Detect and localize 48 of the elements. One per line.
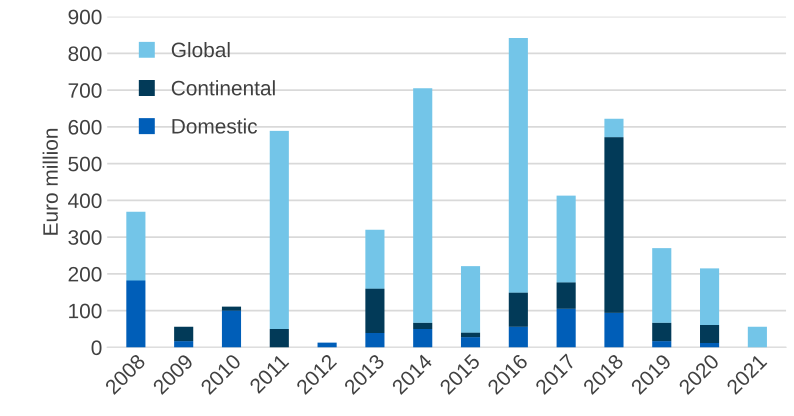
y-tick-label: 300 bbox=[68, 230, 102, 245]
y-tick-label: 900 bbox=[68, 10, 102, 24]
bar bbox=[508, 326, 528, 348]
bar bbox=[652, 248, 672, 323]
bar bbox=[460, 332, 480, 338]
bar bbox=[365, 333, 384, 348]
bar bbox=[413, 88, 432, 323]
bar bbox=[222, 306, 242, 311]
bar bbox=[700, 324, 720, 343]
bar bbox=[556, 282, 576, 309]
bar bbox=[365, 230, 384, 289]
bar bbox=[700, 342, 720, 348]
y-tick-label: 700 bbox=[68, 83, 102, 98]
bar bbox=[652, 322, 672, 342]
bar bbox=[508, 38, 528, 293]
legend-label: Global bbox=[172, 42, 230, 58]
bar bbox=[270, 130, 289, 329]
y-tick-label: 400 bbox=[68, 193, 102, 208]
bar bbox=[222, 310, 242, 348]
bar bbox=[318, 342, 337, 348]
y-tick-label: 500 bbox=[68, 156, 102, 172]
y-tick-label: 800 bbox=[68, 46, 102, 62]
y-axis-title: Euro million bbox=[42, 128, 58, 235]
bar bbox=[460, 337, 480, 348]
y-tick-label: 200 bbox=[68, 266, 102, 282]
bar bbox=[174, 341, 194, 348]
bar bbox=[604, 118, 624, 138]
bar bbox=[604, 137, 624, 313]
bar bbox=[126, 280, 146, 348]
legend-label: Continental bbox=[172, 80, 275, 96]
y-tick-label: 0 bbox=[92, 340, 102, 356]
bar bbox=[652, 341, 672, 348]
legend-label: Domestic bbox=[172, 118, 258, 134]
y-tick-label: 600 bbox=[68, 120, 102, 135]
y-tick-label: 100 bbox=[69, 304, 102, 318]
bar bbox=[748, 326, 767, 348]
bar bbox=[413, 328, 432, 348]
bar bbox=[604, 312, 624, 348]
bar bbox=[508, 292, 528, 327]
bar bbox=[700, 268, 720, 325]
bar bbox=[413, 322, 432, 329]
bar bbox=[270, 328, 289, 348]
bar bbox=[174, 326, 194, 342]
bar bbox=[556, 308, 576, 348]
bar bbox=[365, 288, 384, 334]
bar bbox=[556, 196, 576, 282]
bar bbox=[460, 266, 480, 333]
bar bbox=[126, 212, 146, 280]
